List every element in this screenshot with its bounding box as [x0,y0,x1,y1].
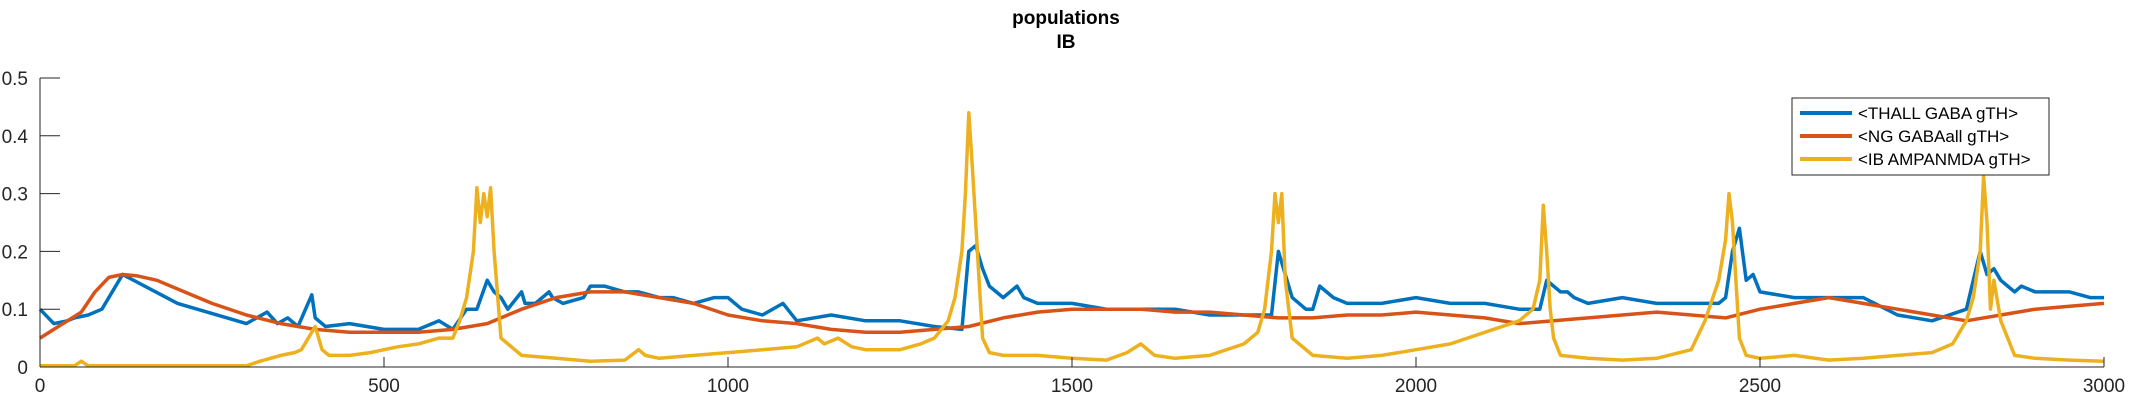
y-tick-label: 0 [17,358,28,379]
series-line-2 [40,110,2105,368]
x-tick-label: 3000 [2083,376,2125,397]
legend-label-2: <IB AMPANMDA gTH> [1858,150,2031,169]
x-tick-label: 500 [368,376,400,397]
y-tick-label: 0.4 [2,127,29,148]
x-tick-label: 2000 [1395,376,1437,397]
legend: <THALL GABA gTH> <NG GABAall gTH> <IB AMPA… [1791,97,2050,176]
x-tick-label: 2500 [1739,376,1781,397]
axes: 0 500 1000 1500 2000 2500 3000 0 0.1 0.2 0.3 0.4 0.5 [2,69,2126,397]
x-tick-label: 1500 [1051,376,1093,397]
legend-label-1: <NG GABAall gTH> [1858,127,2009,146]
x-tick-label: 0 [35,376,46,397]
series-line-0 [38,226,2104,332]
legend-label-0: <THALL GABA gTH> [1858,104,2018,123]
x-tick-label: 1000 [707,376,749,397]
chart-title: populations [1012,8,1120,29]
y-tick-label: 0.3 [2,185,28,206]
y-tick-label: 0.5 [2,69,28,90]
chart-subtitle: IB [1057,32,1076,53]
y-tick-label: 0.2 [2,242,28,263]
y-tick-label: 0.1 [2,300,28,321]
plot-area [38,110,2105,368]
series-line-1 [39,272,2105,340]
